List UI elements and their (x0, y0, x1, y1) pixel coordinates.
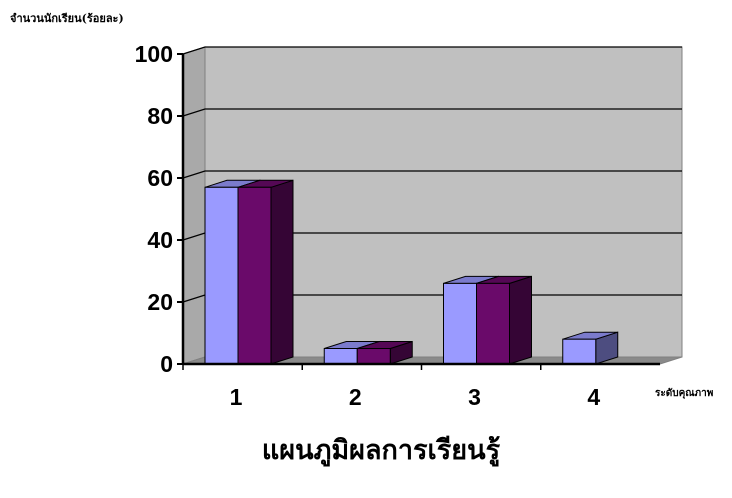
bar-front (356, 348, 391, 365)
x-tick-labels: 1 2 3 4 (230, 384, 601, 410)
y-tick-label: 0 (160, 351, 173, 377)
bar (237, 179, 294, 365)
y-tick-label: 40 (147, 227, 173, 253)
bar-side (270, 179, 294, 365)
axes (177, 53, 660, 370)
y-tick-labels: 0 20 40 60 80 100 (135, 41, 173, 377)
bar (562, 331, 619, 365)
bar-front (443, 282, 477, 365)
side-wall (182, 46, 206, 365)
bar (476, 275, 532, 365)
gridline (182, 46, 682, 55)
bar-side (509, 275, 532, 365)
y-axis-label: จำนวนนักเรียน(ร้อยละ) (10, 12, 124, 25)
bars (204, 179, 619, 365)
x-axis-label: ระดับคุณภาพ (655, 388, 714, 399)
bar-front (476, 282, 510, 365)
x-tick-label: 1 (230, 384, 243, 410)
bar-front (204, 186, 239, 365)
bar-front (237, 186, 272, 365)
y-tick-label: 100 (135, 41, 173, 67)
y-tick-label: 20 (147, 289, 173, 315)
y-tick-label: 80 (147, 103, 173, 129)
bar (356, 340, 413, 365)
gridline (182, 170, 682, 179)
plot-walls (182, 46, 683, 365)
bar-front (562, 338, 597, 365)
x-tick-label: 4 (587, 384, 600, 410)
y-tick-label: 60 (147, 165, 173, 191)
chart-title: แผนภูมิผลการเรียนรู้ (261, 435, 501, 466)
x-tick-label: 2 (349, 384, 362, 410)
x-tick-label: 3 (468, 384, 481, 410)
gridline (182, 108, 682, 117)
bar-front (323, 348, 358, 365)
